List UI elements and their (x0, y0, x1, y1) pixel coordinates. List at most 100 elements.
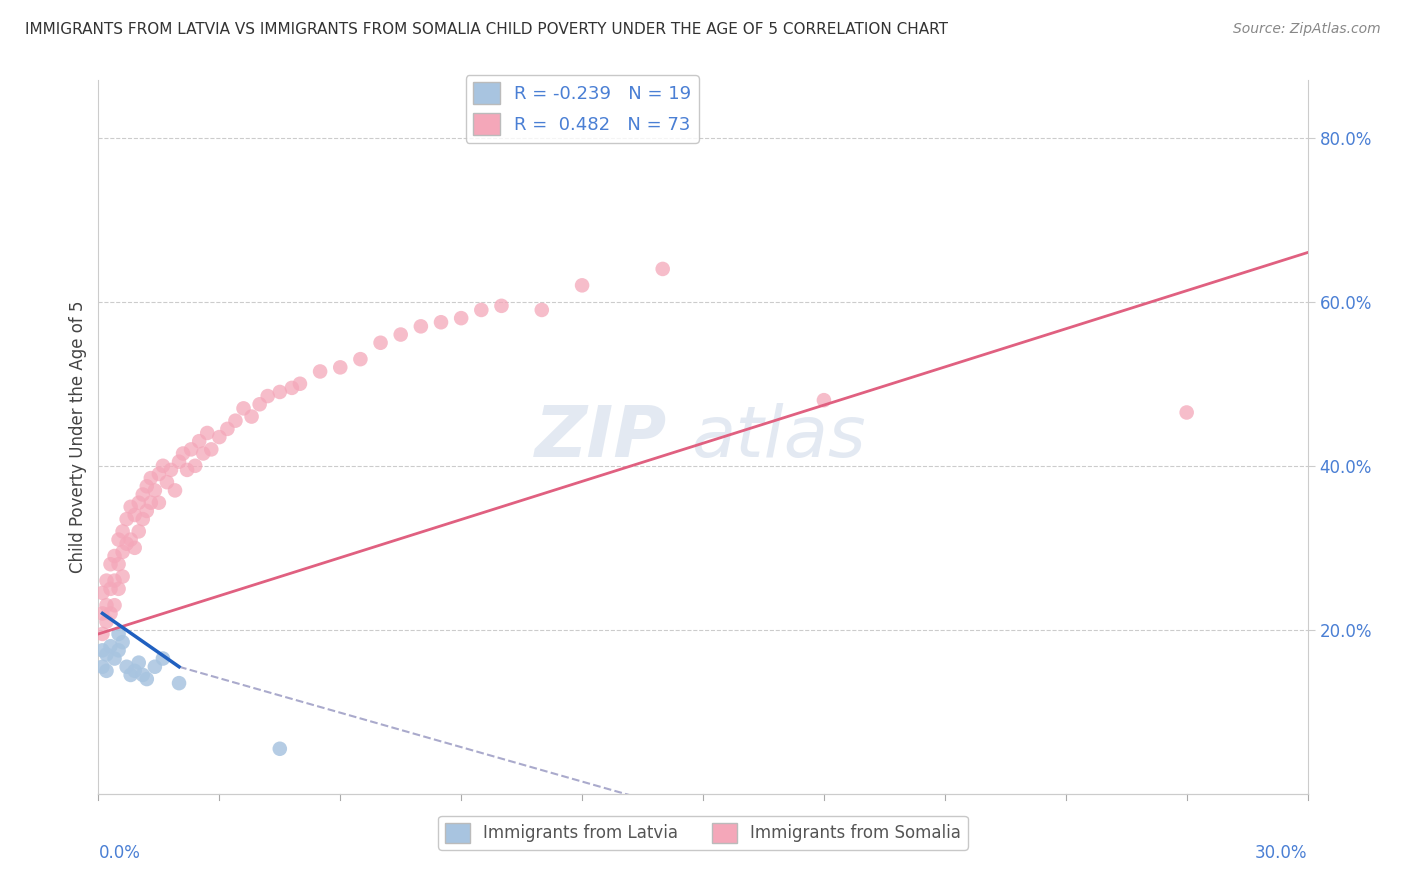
Point (163, 483, 186, 498)
Point (269, 741, 291, 756)
Text: Source: ZipAtlas.com: Source: ZipAtlas.com (1233, 22, 1381, 37)
Point (103, 599, 125, 613)
Point (96, 574, 118, 588)
Point (195, 425, 218, 440)
Point (156, 475, 179, 490)
Point (470, 302, 492, 317)
Point (530, 302, 553, 317)
Point (184, 458, 207, 473)
Point (148, 467, 170, 481)
Point (107, 643, 129, 657)
Point (370, 335, 392, 350)
Point (100, 639, 122, 653)
Point (571, 278, 593, 293)
Point (132, 668, 155, 682)
Text: 30.0%: 30.0% (1256, 844, 1308, 862)
Point (103, 651, 125, 665)
Point (124, 664, 146, 678)
Point (100, 582, 122, 596)
Point (128, 524, 150, 539)
Point (128, 656, 150, 670)
Point (450, 311, 472, 326)
Point (200, 442, 222, 457)
Point (249, 397, 271, 411)
Point (107, 533, 129, 547)
Point (288, 376, 311, 391)
Point (409, 319, 432, 334)
Point (111, 569, 134, 583)
Point (120, 533, 142, 547)
Point (96, 615, 118, 629)
Point (167, 455, 190, 469)
Point (232, 401, 254, 416)
Point (240, 409, 263, 424)
Point (107, 558, 129, 572)
Legend: Immigrants from Latvia, Immigrants from Somalia: Immigrants from Latvia, Immigrants from … (439, 816, 967, 850)
Point (329, 360, 352, 375)
Point (103, 549, 125, 563)
Point (103, 574, 125, 588)
Point (120, 668, 142, 682)
Point (167, 676, 190, 690)
Point (389, 327, 412, 342)
Point (107, 627, 129, 641)
Y-axis label: Child Poverty Under the Age of 5: Child Poverty Under the Age of 5 (69, 301, 87, 574)
Point (100, 607, 122, 621)
Point (91, 627, 114, 641)
Point (115, 512, 138, 526)
Point (91, 659, 114, 673)
Point (91, 586, 114, 600)
Point (152, 651, 174, 665)
Text: ZIP: ZIP (534, 402, 666, 472)
Point (180, 442, 202, 457)
Point (309, 364, 332, 378)
Point (160, 463, 183, 477)
Point (111, 635, 134, 649)
Point (143, 659, 166, 673)
Point (120, 500, 142, 514)
Point (349, 352, 371, 367)
Point (96, 648, 118, 662)
Point (135, 504, 157, 518)
Point (96, 599, 118, 613)
Point (135, 479, 157, 493)
Point (430, 315, 453, 329)
Text: IMMIGRANTS FROM LATVIA VS IMMIGRANTS FROM SOMALIA CHILD POVERTY UNDER THE AGE OF: IMMIGRANTS FROM LATVIA VS IMMIGRANTS FRO… (25, 22, 948, 37)
Point (188, 434, 211, 449)
Point (91, 643, 114, 657)
Point (115, 659, 138, 673)
Point (172, 446, 194, 460)
Text: atlas: atlas (690, 402, 866, 472)
Point (91, 607, 114, 621)
Point (256, 389, 278, 403)
Point (139, 471, 162, 485)
Point (176, 463, 198, 477)
Point (193, 446, 215, 460)
Point (135, 672, 157, 686)
Point (132, 487, 155, 501)
Point (208, 430, 231, 444)
Point (813, 393, 835, 408)
Point (1175, 405, 1198, 419)
Point (224, 414, 246, 428)
Point (217, 422, 239, 436)
Text: 0.0%: 0.0% (98, 844, 141, 862)
Point (111, 545, 134, 559)
Point (96, 664, 118, 678)
Point (281, 381, 304, 395)
Point (651, 261, 673, 276)
Point (491, 299, 513, 313)
Point (132, 512, 155, 526)
Point (269, 384, 291, 399)
Point (128, 496, 150, 510)
Point (139, 496, 162, 510)
Point (148, 496, 170, 510)
Point (100, 558, 122, 572)
Point (111, 524, 134, 539)
Point (107, 582, 129, 596)
Point (143, 483, 166, 498)
Point (124, 541, 146, 555)
Point (124, 508, 146, 522)
Point (115, 537, 138, 551)
Point (152, 458, 174, 473)
